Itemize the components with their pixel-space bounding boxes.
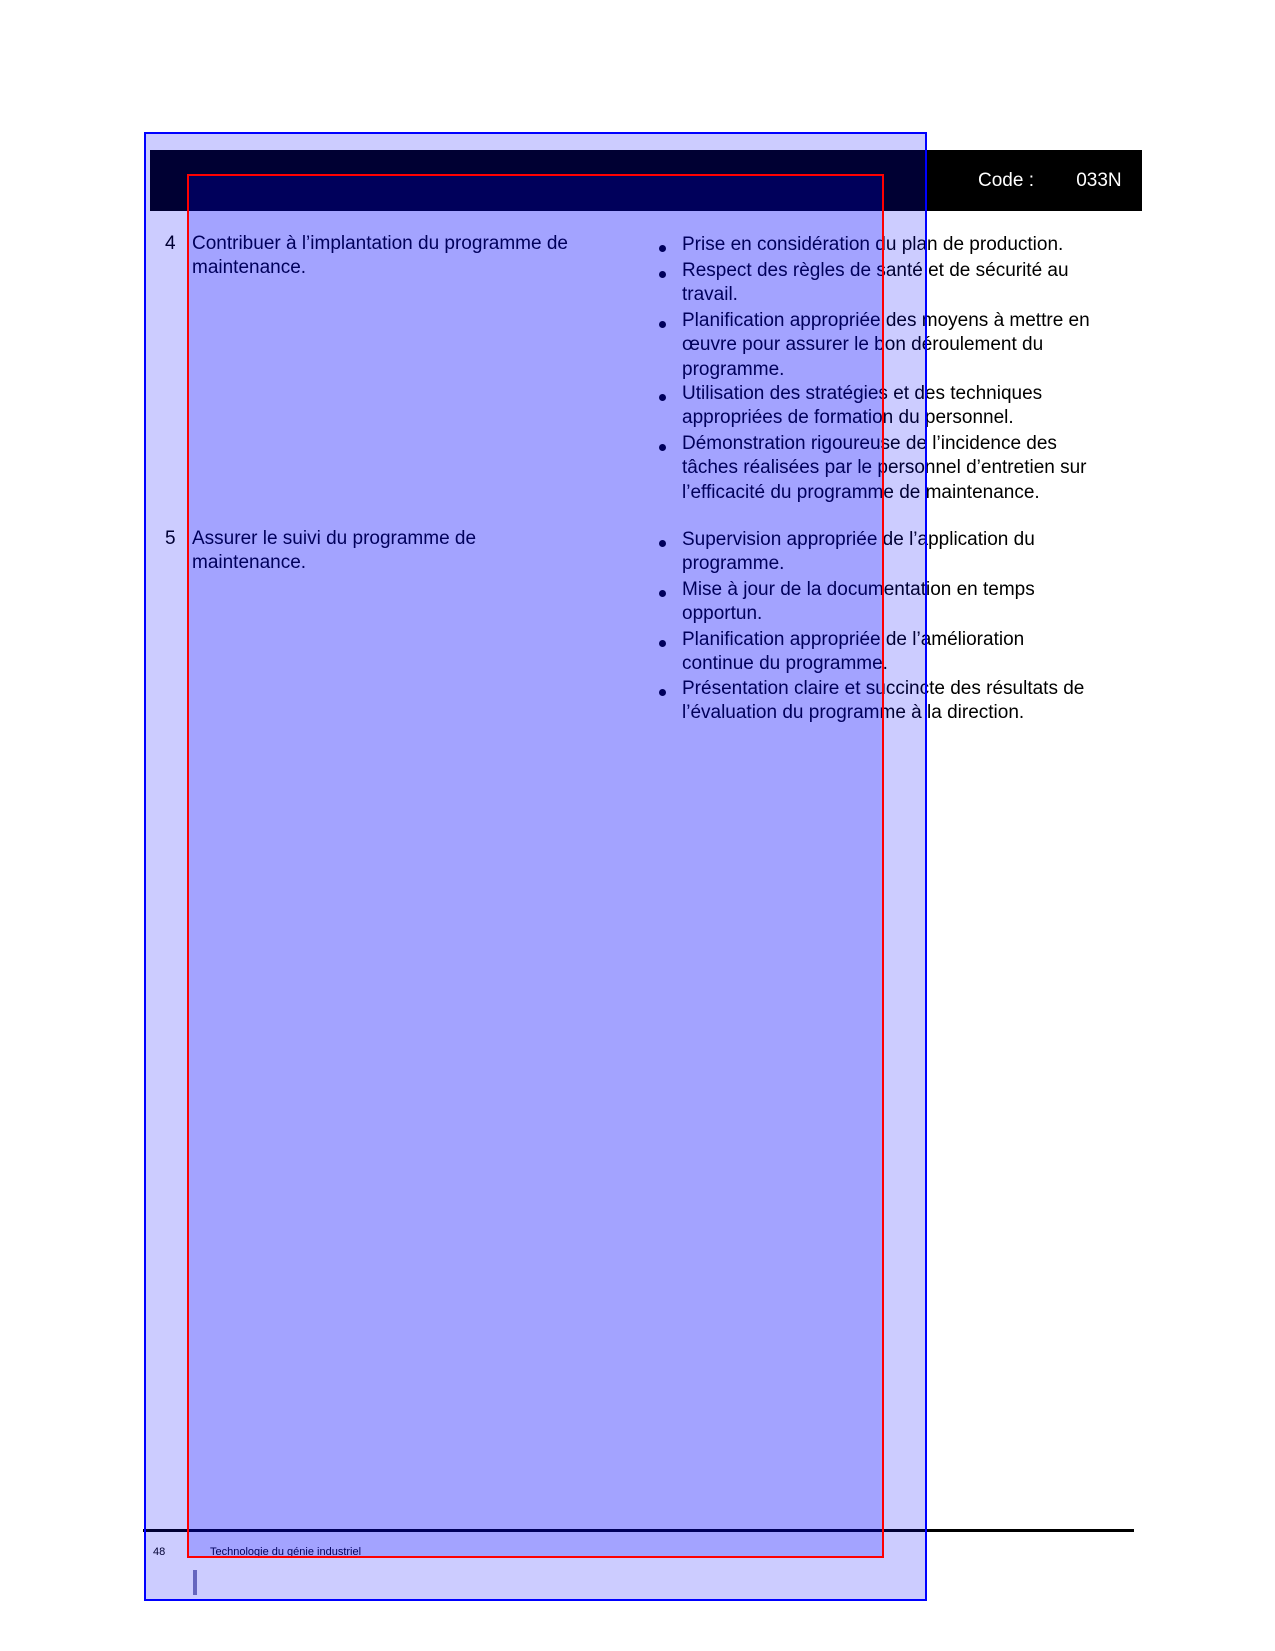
criterion-text: Présentation claire et succincte des rés… — [682, 678, 1085, 699]
bullet-icon — [659, 444, 666, 451]
criterion-text: l’efficacité du programme de maintenance… — [682, 481, 1040, 503]
competency-number: 5 — [165, 528, 176, 549]
bullet-icon — [659, 245, 666, 252]
footer-divider — [143, 1529, 1134, 1532]
footer-mark — [193, 1570, 197, 1595]
criterion-text: Planification appropriée des moyens à me… — [682, 310, 1090, 331]
criterion-text: œuvre pour assurer le bon déroulement du — [682, 334, 1044, 356]
competency-number: 4 — [165, 233, 176, 254]
competency-text: Contribuer à l’implantation du programme… — [192, 233, 568, 254]
competency-text: maintenance. — [192, 257, 307, 279]
footer-title: Technologie du génie industriel — [210, 1546, 362, 1558]
criterion-text: programme. — [682, 553, 785, 575]
competency-text: maintenance. — [192, 552, 307, 574]
bullet-icon — [659, 321, 666, 328]
criterion-text: appropriées de formation du personnel. — [682, 407, 1014, 429]
criterion-text: l’évaluation du programme à la direction… — [682, 702, 1025, 724]
criterion-text: opportun. — [682, 603, 763, 625]
criterion-text: continue du programme. — [682, 653, 888, 675]
bullet-icon — [659, 394, 666, 401]
bullet-icon — [659, 540, 666, 547]
criterion-text: travail. — [682, 284, 738, 306]
competency-text: Assurer le suivi du programme de — [192, 528, 477, 549]
criterion-text: Démonstration rigoureuse de l’incidence … — [682, 433, 1057, 454]
criterion-text: Prise en considération du plan de produc… — [682, 234, 1064, 255]
criterion-text: tâches réalisées par le personnel d’entr… — [682, 457, 1087, 479]
criterion-text: Mise à jour de la documentation en temps — [682, 579, 1035, 600]
bullet-icon — [659, 590, 666, 597]
criterion-text: Respect des règles de santé et de sécuri… — [682, 260, 1069, 281]
page-number: 48 — [153, 1546, 166, 1558]
criterion-text: Supervision appropriée de l’application … — [682, 529, 1035, 550]
bullet-icon — [659, 640, 666, 647]
criterion-text: Planification appropriée de l’améliorati… — [682, 629, 1025, 650]
bullet-icon — [659, 271, 666, 278]
header-bar — [150, 150, 1142, 211]
bullet-icon — [659, 689, 666, 696]
criterion-text: programme. — [682, 358, 785, 380]
program-code: Code : 033N — [978, 170, 1122, 191]
region-overlay-inner — [187, 174, 884, 1558]
criterion-text: Utilisation des stratégies et des techni… — [682, 383, 1043, 404]
